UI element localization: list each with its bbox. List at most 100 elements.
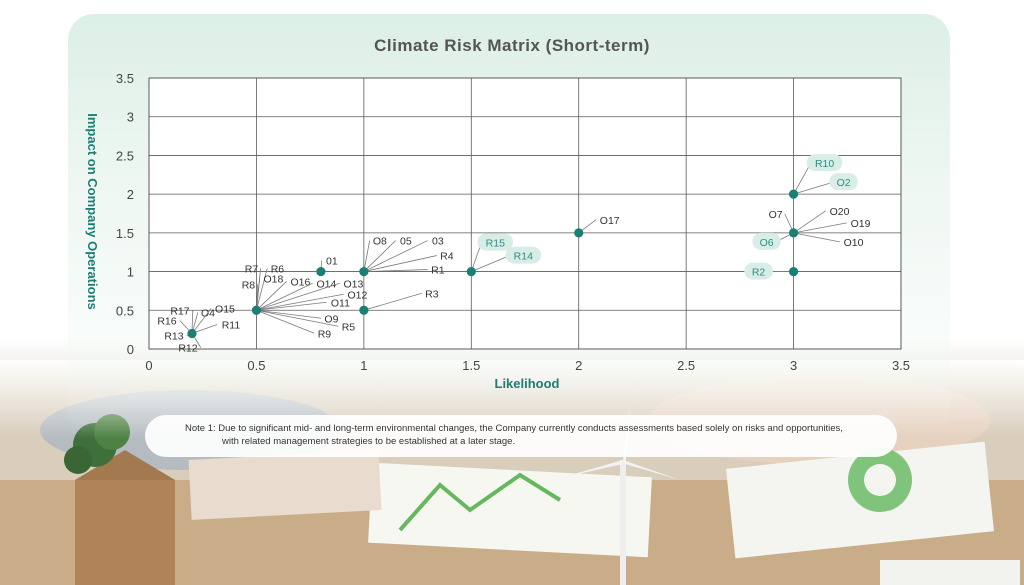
point-label-o14: O14 xyxy=(316,278,336,290)
leader-line xyxy=(793,232,840,243)
point-label-r8: R8 xyxy=(242,279,256,291)
y-tick-label: 0.5 xyxy=(116,303,134,318)
leader-line xyxy=(256,293,344,311)
x-tick-label: 1 xyxy=(360,358,367,373)
label-highlight xyxy=(477,233,514,251)
point-label-r6: R6 xyxy=(271,263,285,275)
x-tick-label: 3.5 xyxy=(892,358,910,373)
leader-line xyxy=(256,309,315,334)
data-point xyxy=(788,189,799,199)
footnote: Note 1: Due to significant mid- and long… xyxy=(145,415,897,457)
point-label-o8: O8 xyxy=(373,236,387,248)
data-point xyxy=(359,305,369,315)
label-highlight xyxy=(806,154,843,172)
x-tick-label: 3 xyxy=(790,358,797,373)
y-tick-label: 3.5 xyxy=(116,71,134,86)
y-axis-title: Impact on Company Operations xyxy=(85,113,100,309)
leader-line xyxy=(471,255,510,272)
point-label-r13: R13 xyxy=(164,331,183,343)
leader-line xyxy=(191,308,212,334)
leader-line xyxy=(256,282,340,311)
data-point xyxy=(788,266,799,277)
leader-line xyxy=(256,309,322,319)
point-label-o10: O10 xyxy=(844,237,864,249)
point-label-01: 01 xyxy=(326,256,338,268)
point-label-05: 05 xyxy=(400,236,412,248)
leader-line xyxy=(363,240,371,272)
data-point xyxy=(187,328,197,339)
point-label-r16: R16 xyxy=(157,316,176,328)
point-label-r9: R9 xyxy=(318,328,332,340)
y-tick-label: 0 xyxy=(127,342,134,357)
x-tick-label: 2 xyxy=(575,358,582,373)
point-label-r12: R12 xyxy=(178,343,197,355)
point-label-r15: R15 xyxy=(486,238,505,250)
point-label-r17: R17 xyxy=(170,306,189,318)
plot-area xyxy=(148,77,902,350)
point-label-o16: O16 xyxy=(290,276,310,288)
point-label-r1: R1 xyxy=(431,265,445,277)
point-label-o6: O6 xyxy=(760,237,774,249)
point-label-o9: O9 xyxy=(324,313,338,325)
y-tick-label: 3 xyxy=(127,110,134,125)
y-tick-label: 1 xyxy=(127,265,134,280)
x-tick-label: 0 xyxy=(145,358,152,373)
point-label-r11: R11 xyxy=(222,320,241,332)
leader-line xyxy=(256,301,327,311)
x-axis-title: Likelihood xyxy=(495,376,560,391)
data-point xyxy=(251,305,262,315)
x-tick-label: 2.5 xyxy=(677,358,695,373)
chart-title: Climate Risk Matrix (Short-term) xyxy=(374,36,650,55)
leader-line xyxy=(363,240,396,272)
point-label-o13: O13 xyxy=(343,278,363,290)
footnote-line-1: Note 1: Due to significant mid- and long… xyxy=(185,423,843,434)
leader-line xyxy=(363,240,428,272)
leader-line xyxy=(256,282,313,311)
point-label-o17: O17 xyxy=(600,215,620,227)
data-point xyxy=(316,266,326,277)
point-label-r10: R10 xyxy=(815,158,834,170)
point-label-r5: R5 xyxy=(342,321,356,333)
point-label-o4: O4 xyxy=(201,308,215,320)
leader-line xyxy=(793,222,847,234)
point-label-r2: R2 xyxy=(752,267,766,279)
point-label-o15: O15 xyxy=(215,304,235,316)
point-label-o12: O12 xyxy=(347,289,367,301)
leader-line xyxy=(793,181,834,195)
point-label-o11: O11 xyxy=(331,297,350,309)
point-label-o18: O18 xyxy=(263,273,283,285)
x-tick-label: 0.5 xyxy=(247,358,265,373)
point-label-r4: R4 xyxy=(440,251,454,263)
leader-line xyxy=(256,278,261,311)
label-highlight xyxy=(744,262,773,280)
point-label-r3: R3 xyxy=(425,288,439,300)
label-highlight xyxy=(829,173,858,191)
point-label-o7: O7 xyxy=(769,209,783,221)
point-label-03: 03 xyxy=(432,236,444,248)
leader-line xyxy=(793,210,826,234)
x-tick-label: 1.5 xyxy=(462,358,480,373)
footnote-line-2: with related management strategies to be… xyxy=(222,436,516,447)
y-tick-label: 2 xyxy=(127,187,134,202)
y-tick-label: 2.5 xyxy=(116,148,134,163)
leader-line xyxy=(256,309,339,327)
point-label-o20: O20 xyxy=(830,206,850,218)
leader-line xyxy=(793,162,812,195)
label-highlight xyxy=(505,246,542,264)
leader-line xyxy=(363,292,422,311)
point-label-r7: R7 xyxy=(245,263,259,275)
leader-line xyxy=(363,255,437,272)
y-tick-label: 1.5 xyxy=(116,226,134,241)
leader-line xyxy=(363,269,428,272)
leader-line xyxy=(256,268,268,311)
leader-line xyxy=(256,280,287,311)
point-label-o19: O19 xyxy=(851,218,871,230)
data-point xyxy=(466,266,476,277)
data-point xyxy=(788,228,799,238)
label-highlight xyxy=(752,232,781,250)
point-label-r14: R14 xyxy=(514,251,533,263)
point-label-o2: O2 xyxy=(837,177,851,189)
data-point xyxy=(359,266,369,277)
data-point xyxy=(574,228,584,238)
